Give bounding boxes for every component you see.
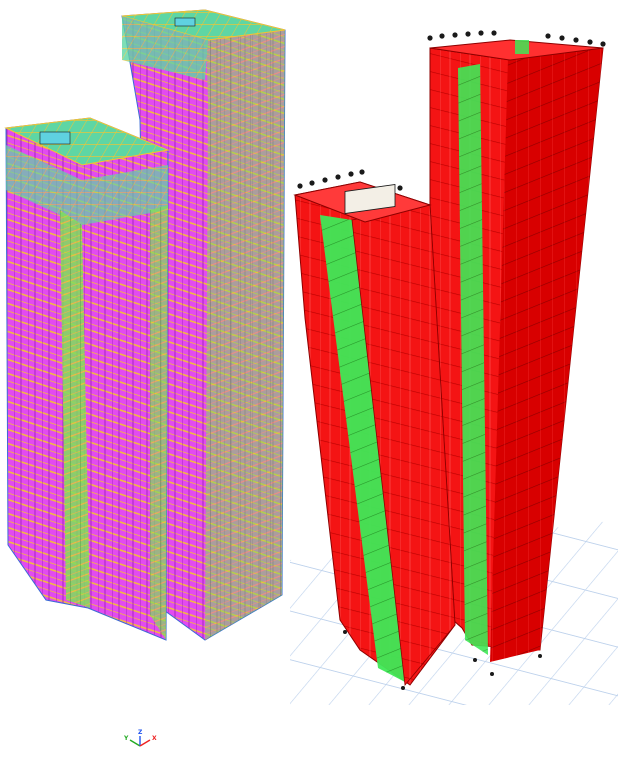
- axis-x-label: X: [152, 735, 157, 742]
- support-markers: [297, 30, 606, 690]
- tall-tower-solid: [429, 39, 604, 662]
- axis-y-line: [129, 739, 141, 747]
- axis-x-line: [139, 739, 151, 747]
- axis-triad: Y Z X: [123, 729, 157, 747]
- wireframe-view: [4, 9, 286, 641]
- solid-view: [290, 30, 618, 705]
- axis-z-label: Z: [138, 729, 143, 736]
- short-tower-solid: [293, 181, 456, 686]
- roof-equipment-right: [174, 17, 196, 27]
- short-tower-wireframe: [4, 117, 170, 641]
- roof-equipment-left: [39, 131, 71, 145]
- axis-y-label: Y: [123, 735, 129, 742]
